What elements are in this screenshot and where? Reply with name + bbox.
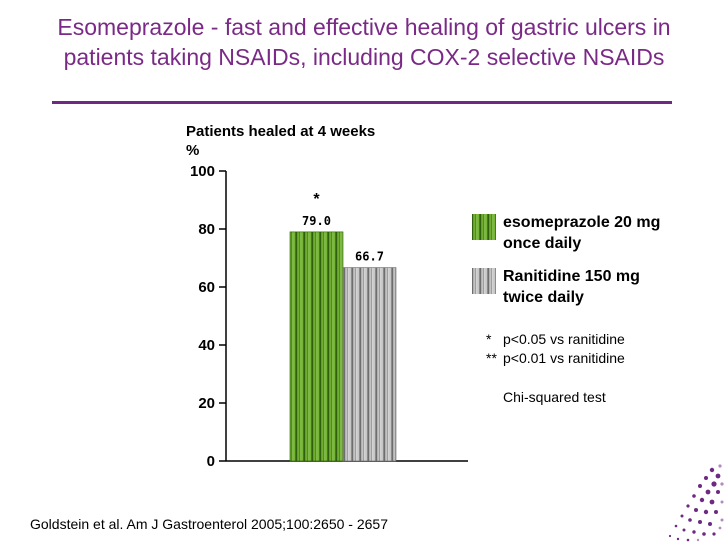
bar-value-label: 66.7 <box>355 250 384 264</box>
slide-title: Esomeprazole - fast and effective healin… <box>20 12 708 72</box>
y-tick-label: 0 <box>207 453 215 470</box>
chart-title: Patients healed at 4 weeks <box>186 123 375 140</box>
footnote-p05: * p<0.05 vs ranitidine <box>486 331 625 347</box>
source-citation: Goldstein et al. Am J Gastroenterol 2005… <box>30 516 389 532</box>
legend-swatch-grey <box>472 268 496 294</box>
bar-0 <box>289 231 344 462</box>
title-divider <box>52 101 672 104</box>
y-tick-label: 100 <box>190 163 215 180</box>
brand-logo-icon <box>668 464 724 542</box>
footnote-p01: ** p<0.01 vs ranitidine <box>486 350 625 366</box>
legend-label: Ranitidine 150 mg twice daily <box>503 268 640 306</box>
footnote-test: Chi-squared test <box>503 389 606 405</box>
y-tick-label: 40 <box>198 337 215 354</box>
y-tick-label: 60 <box>198 279 215 296</box>
bar-1 <box>342 267 397 462</box>
significance-marker: * <box>313 191 320 208</box>
y-tick-label: 20 <box>198 395 215 412</box>
title-line-1: Esomeprazole - fast and effective healin… <box>57 14 671 40</box>
bar-value-label: 79.0 <box>302 214 331 228</box>
legend-label: esomeprazole 20 mg once daily <box>503 214 661 252</box>
title-line-2: patients taking NSAIDs, including COX-2 … <box>63 44 665 70</box>
y-tick-label: 80 <box>198 221 215 238</box>
y-axis-label: % <box>186 142 199 159</box>
legend-swatch-green <box>472 214 496 240</box>
